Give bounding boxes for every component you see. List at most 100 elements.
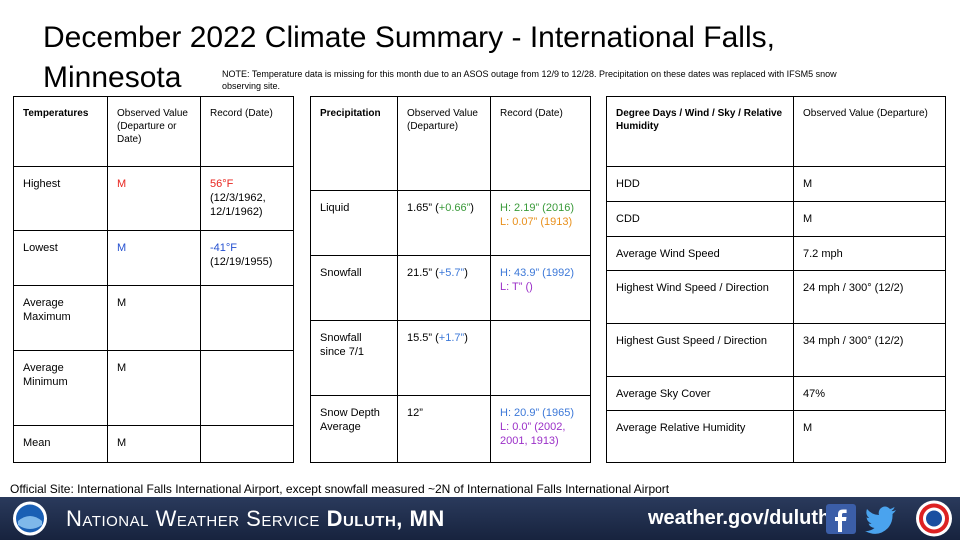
table-cell: 21.5” (+5.7”): [398, 256, 491, 321]
title: December 2022 Climate Summary - Internat…: [43, 21, 775, 94]
header-cell: Degree Days / Wind / Sky / Relative Humi…: [607, 97, 794, 167]
note: NOTE: Temperature data is missing for th…: [222, 69, 837, 91]
table-cell: Snowfall since 7/1: [311, 321, 398, 396]
table-cell: -41°F (12/19/1955): [201, 231, 294, 286]
table-cell: M: [108, 426, 201, 463]
table-cell: 24 mph / 300° (12/2): [794, 271, 946, 324]
nws-logo: [916, 500, 952, 537]
cell-text: -41°F: [210, 242, 238, 254]
header-cell: Record (Date): [491, 97, 591, 191]
cell-text: H: 2.19” (2016): [500, 202, 574, 214]
twitter-icon[interactable]: [864, 504, 898, 534]
table-cell: Lowest: [14, 231, 108, 286]
table-cell: M: [794, 202, 946, 237]
cell-text: ): [464, 267, 468, 279]
cell-text: Highest Gust Speed / Direction: [616, 335, 768, 347]
organization: National Weather Service: [66, 506, 320, 531]
noaa-logo: [13, 501, 47, 536]
header-cell: Observed Value (Departure): [794, 97, 946, 167]
cell-text: 12”: [407, 407, 423, 419]
header-cell: Record (Date): [201, 97, 294, 167]
table-cell: 1.65” (+0.66”): [398, 191, 491, 256]
cell-text: Average Minimum: [23, 362, 68, 388]
header-cell: Precipitation: [311, 97, 398, 191]
table-cell: H: 20.9” (1965) L: 0.0” (2002, 2001, 1913…: [491, 396, 591, 463]
table-cell: Highest Wind Speed / Direction: [607, 271, 794, 324]
table-cell: Average Minimum: [14, 351, 108, 426]
cell-text: 34 mph / 300° (12/2): [803, 335, 904, 347]
table-cell: M: [108, 167, 201, 231]
cell-text: L: 0.0” (2002, 2001, 1913): [500, 421, 566, 447]
table-cell: M: [794, 167, 946, 202]
cell-text: +1.7”: [438, 332, 465, 344]
table-cell: CDD: [607, 202, 794, 237]
cell-text: Average Wind Speed: [616, 248, 720, 260]
cell-text: Average Sky Cover: [616, 388, 711, 400]
table-cell: 7.2 mph: [794, 237, 946, 271]
cell-text: 24 mph / 300° (12/2): [803, 282, 904, 294]
cell-text: M: [803, 213, 813, 225]
cell-text: M: [117, 297, 127, 309]
table-cell: 56°F (12/3/1962, 12/1/1962): [201, 167, 294, 231]
table-cell: Highest Gust Speed / Direction: [607, 324, 794, 377]
cell-text: Lowest: [23, 242, 58, 254]
banner: National Weather Service Duluth, MN weat…: [0, 497, 960, 540]
header-cell: Observed Value (Departure): [398, 97, 491, 191]
table-cell: H: 43.9” (1992) L: T” (): [491, 256, 591, 321]
table-cell: Liquid: [311, 191, 398, 256]
cell-text: Highest Wind Speed / Direction: [616, 282, 769, 294]
facebook-icon[interactable]: [826, 504, 856, 534]
table-cell: HDD: [607, 167, 794, 202]
table-cell: [201, 286, 294, 351]
cell-text: +5.7”: [438, 267, 465, 279]
table-cell: M: [108, 351, 201, 426]
cell-text: HDD: [616, 178, 640, 190]
org-name: National Weather Service Duluth, MN: [66, 506, 445, 532]
cell-text: H: 43.9” (1992): [500, 267, 574, 279]
header-cell: Observed Value (Departure or Date): [108, 97, 201, 167]
cell-text: M: [117, 178, 127, 190]
cell-text: Snowfall: [320, 267, 362, 279]
cell-text: H: 20.9” (1965): [500, 407, 574, 419]
table-cell: [201, 426, 294, 463]
footer: Official Site: International Falls Inter…: [10, 482, 670, 496]
cell-text: (12/3/1962, 12/1/1962): [210, 192, 266, 218]
table-cell: Average Wind Speed: [607, 237, 794, 271]
cell-text: L: T” (): [500, 281, 533, 293]
cell-text: M: [803, 178, 813, 190]
cell-text: Snowfall since 7/1: [320, 332, 365, 358]
table: Temperatures Observed Value (Departure or…: [13, 96, 294, 463]
table-cell: Average Maximum: [14, 286, 108, 351]
table-cell: 34 mph / 300° (12/2): [794, 324, 946, 377]
cell-text: ): [470, 202, 474, 214]
cell-text: M: [117, 362, 127, 374]
cell-text: M: [117, 437, 127, 449]
cell-text: +0.66”: [438, 202, 471, 214]
table-cell: M: [794, 411, 946, 463]
cell-text: 15.5” (: [407, 332, 439, 344]
table-cell: [491, 321, 591, 396]
table: Precipitation Observed Value (Departure) R…: [310, 96, 591, 463]
table-cell: 15.5” (+1.7”): [398, 321, 491, 396]
cell-text: Average Relative Humidity: [616, 422, 746, 434]
cell-text: CDD: [616, 213, 640, 225]
cell-text: 47%: [803, 388, 826, 400]
table-cell: Snow Depth Average: [311, 396, 398, 463]
cell-text: L: 0.07” (1913): [500, 216, 573, 228]
cell-text: 1.65” (: [407, 202, 439, 214]
office: Duluth, MN: [326, 506, 445, 531]
table-cell: [201, 351, 294, 426]
table-cell: Snowfall: [311, 256, 398, 321]
cell-text: Liquid: [320, 202, 350, 214]
cell-text: Mean: [23, 437, 51, 449]
cell-text: 56°F: [210, 178, 234, 190]
cell-text: (12/19/1955): [210, 256, 273, 268]
website[interactable]: weather.gov/duluth: [648, 507, 831, 529]
table: Degree Days / Wind / Sky / Relative Humi…: [606, 96, 946, 463]
table-cell: 47%: [794, 377, 946, 411]
cell-text: M: [117, 242, 127, 254]
table-cell: Mean: [14, 426, 108, 463]
table-cell: M: [108, 286, 201, 351]
cell-text: 21.5” (: [407, 267, 439, 279]
